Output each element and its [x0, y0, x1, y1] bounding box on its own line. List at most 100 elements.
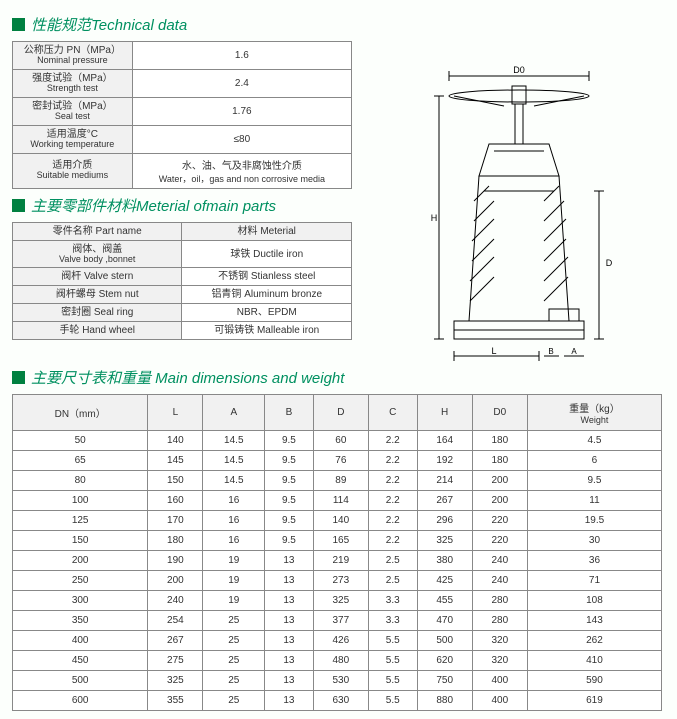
dim-cell: 190: [148, 551, 203, 571]
dim-cell: 5.5: [368, 691, 417, 711]
table-row: 适用温度°CWorking temperature≤80: [13, 125, 352, 153]
marker-icon: [12, 18, 25, 31]
table-row: 20019019132192.538024036: [13, 551, 662, 571]
dim-cell: 71: [527, 571, 661, 591]
table-row: 150180169.51652.232522030: [13, 531, 662, 551]
table-row: 35025425133773.3470280143: [13, 611, 662, 631]
dim-header: H: [417, 395, 472, 431]
dim-cell: 19: [203, 551, 265, 571]
table-row: 阀杆 Valve stern不锈钢 Stianless steel: [13, 268, 352, 286]
dim-cell: 619: [527, 691, 661, 711]
dim-cell: 2.2: [368, 471, 417, 491]
dim-cell: 50: [13, 431, 148, 451]
dim-cell: 3.3: [368, 611, 417, 631]
dim-header: B: [265, 395, 314, 431]
dim-cell: 150: [148, 471, 203, 491]
tech-header: 性能规范Technical data: [12, 14, 665, 35]
mat-material: 球铁 Ductile iron: [182, 240, 352, 268]
dim-cell: 180: [472, 431, 527, 451]
dim-cell: 125: [13, 511, 148, 531]
dim-cell: 100: [13, 491, 148, 511]
svg-text:H: H: [430, 213, 437, 223]
dim-cell: 280: [472, 591, 527, 611]
tech-label: 公称压力 PN（MPa）Nominal pressure: [13, 42, 133, 70]
dim-cell: 620: [417, 651, 472, 671]
table-row: 公称压力 PN（MPa）Nominal pressure1.6: [13, 42, 352, 70]
dim-cell: 4.5: [527, 431, 661, 451]
dim-cell: 350: [13, 611, 148, 631]
dim-cell: 380: [417, 551, 472, 571]
dim-cell: 89: [313, 471, 368, 491]
dim-cell: 2.2: [368, 431, 417, 451]
dim-cell: 400: [472, 691, 527, 711]
dim-cell: 240: [472, 551, 527, 571]
dim-cell: 140: [313, 511, 368, 531]
dim-cell: 2.2: [368, 491, 417, 511]
table-row: 100160169.51142.226720011: [13, 491, 662, 511]
tech-value: 水、油、气及非腐蚀性介质Water，oil，gas and non corros…: [132, 153, 351, 188]
dim-cell: 80: [13, 471, 148, 491]
table-row: 125170169.51402.229622019.5: [13, 511, 662, 531]
mat-material: NBR、EPDM: [182, 304, 352, 322]
dim-cell: 880: [417, 691, 472, 711]
dim-cell: 200: [472, 491, 527, 511]
dim-cell: 13: [265, 631, 314, 651]
tech-value: 1.76: [132, 97, 351, 125]
tech-table: 公称压力 PN（MPa）Nominal pressure1.6强度试验（MPa）…: [12, 41, 352, 189]
dim-cell: 426: [313, 631, 368, 651]
dim-cell: 9.5: [527, 471, 661, 491]
dim-cell: 750: [417, 671, 472, 691]
dim-cell: 296: [417, 511, 472, 531]
dim-cell: 530: [313, 671, 368, 691]
dim-cell: 19.5: [527, 511, 661, 531]
dim-cell: 60: [313, 431, 368, 451]
table-row: 零件名称 Part name材料 Meterial: [13, 222, 352, 240]
dim-cell: 9.5: [265, 511, 314, 531]
dim-cell: 36: [527, 551, 661, 571]
dim-cell: 6: [527, 451, 661, 471]
material-table: 零件名称 Part name材料 Meterial阀体、阀盖Valve body…: [12, 222, 352, 341]
table-row: 手轮 Hand wheel可锻铸铁 Malleable iron: [13, 322, 352, 340]
dim-cell: 220: [472, 511, 527, 531]
table-row: 40026725134265.5500320262: [13, 631, 662, 651]
table-row: 30024019133253.3455280108: [13, 591, 662, 611]
dim-cell: 355: [148, 691, 203, 711]
dim-cell: 192: [417, 451, 472, 471]
dim-cell: 267: [417, 491, 472, 511]
dim-cell: 220: [472, 531, 527, 551]
dim-cell: 470: [417, 611, 472, 631]
tech-label: 密封试验（MPa）Seal test: [13, 97, 133, 125]
dim-cell: 590: [527, 671, 661, 691]
valve-svg: D0: [394, 61, 624, 361]
dim-cell: 5.5: [368, 631, 417, 651]
dim-cell: 13: [265, 571, 314, 591]
dim-cell: 13: [265, 691, 314, 711]
mat-part: 阀杆 Valve stern: [13, 268, 182, 286]
svg-text:D0: D0: [513, 65, 525, 75]
dim-cell: 320: [472, 651, 527, 671]
tech-value: ≤80: [132, 125, 351, 153]
dim-header-weight: 重量（kg）Weight: [527, 395, 661, 431]
dim-cell: 425: [417, 571, 472, 591]
dim-cell: 500: [13, 671, 148, 691]
dim-cell: 240: [148, 591, 203, 611]
dim-cell: 262: [527, 631, 661, 651]
dim-cell: 400: [13, 631, 148, 651]
dim-cell: 9.5: [265, 451, 314, 471]
svg-text:B: B: [548, 347, 553, 356]
svg-text:L: L: [491, 346, 496, 356]
svg-text:D: D: [605, 258, 612, 268]
dim-cell: 140: [148, 431, 203, 451]
table-row: 阀体、阀盖Valve body ,bonnet球铁 Ductile iron: [13, 240, 352, 268]
dim-cell: 219: [313, 551, 368, 571]
dim-cell: 600: [13, 691, 148, 711]
tech-title: 性能规范Technical data: [31, 14, 187, 35]
dim-cell: 400: [472, 671, 527, 691]
dim-cell: 250: [13, 571, 148, 591]
dim-cell: 13: [265, 671, 314, 691]
dim-cell: 14.5: [203, 471, 265, 491]
dim-cell: 9.5: [265, 531, 314, 551]
dim-cell: 5.5: [368, 671, 417, 691]
mat-part: 手轮 Hand wheel: [13, 322, 182, 340]
dim-cell: 16: [203, 491, 265, 511]
